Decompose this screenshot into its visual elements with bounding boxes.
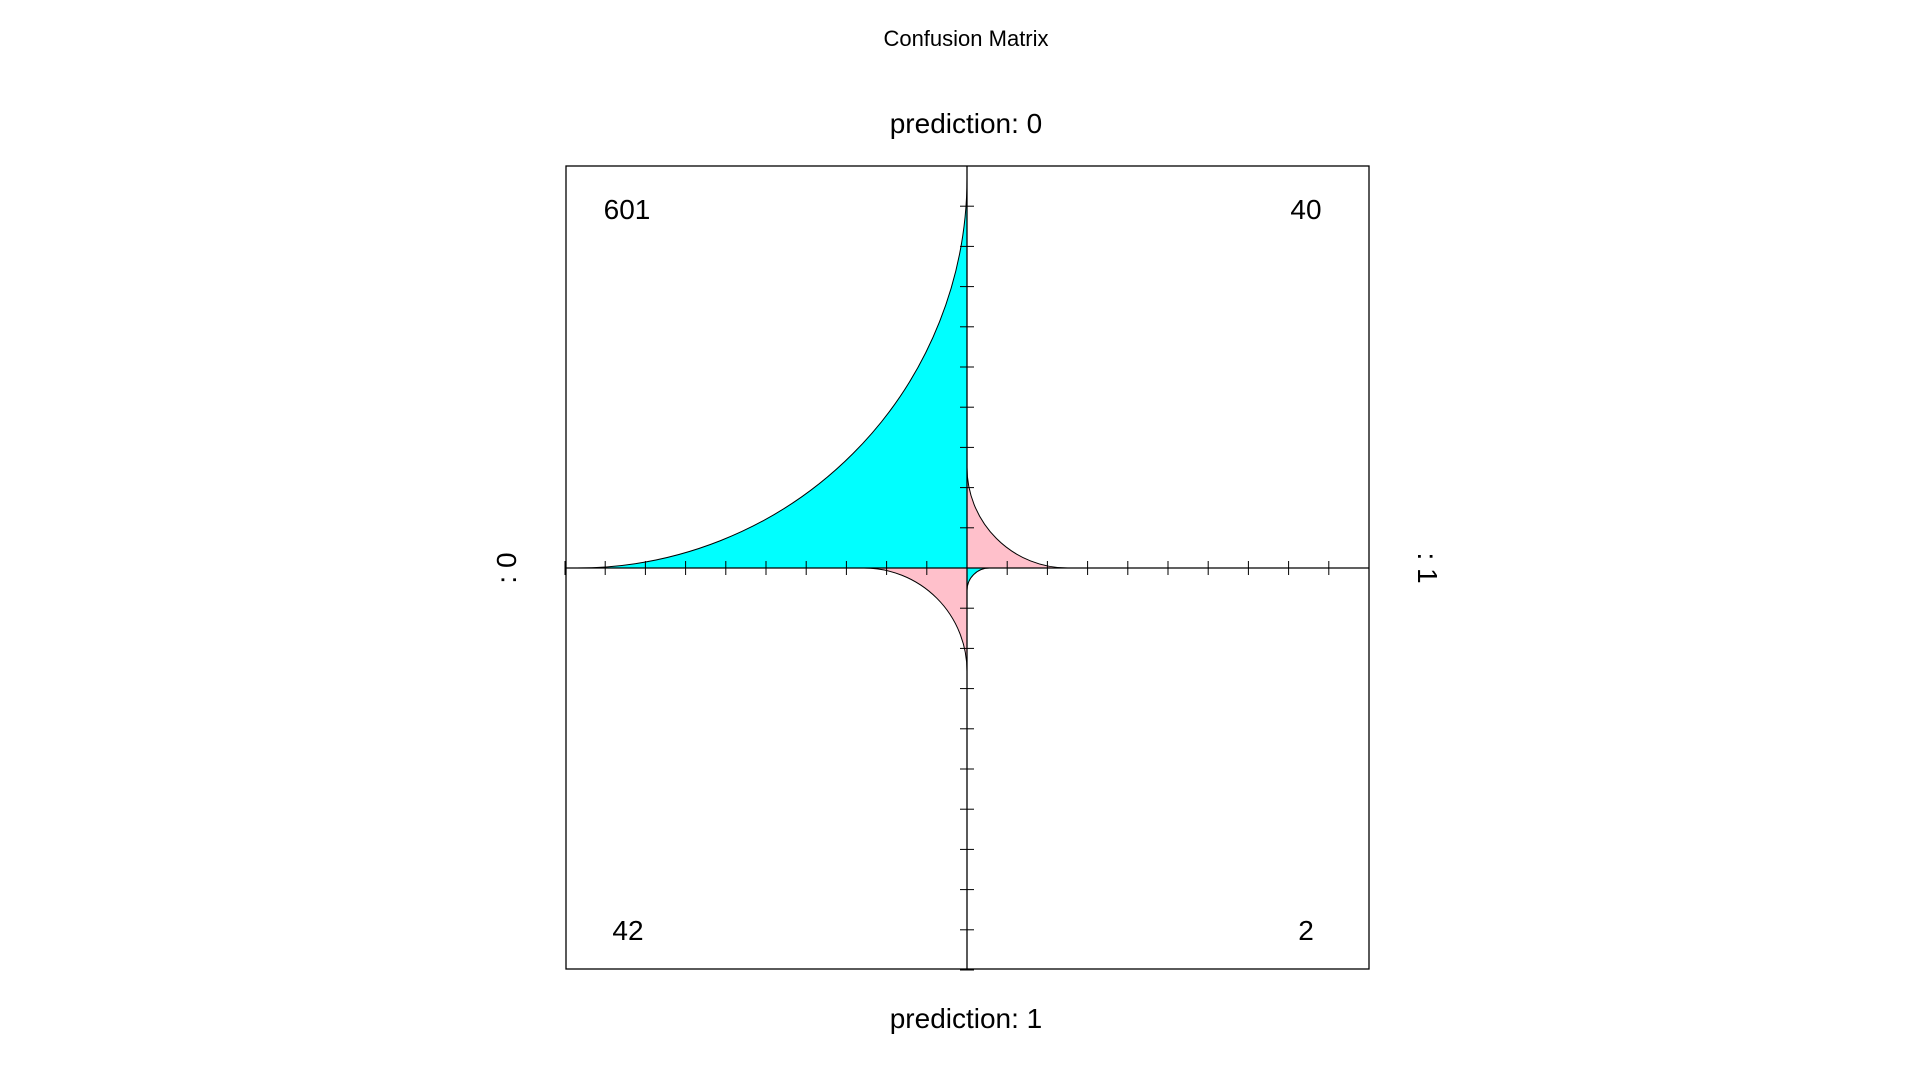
chart-title: Confusion Matrix <box>883 26 1048 51</box>
top-label: prediction: 0 <box>890 108 1043 139</box>
cell-count-bottom-right: 2 <box>1298 915 1314 946</box>
quadrant-bottom-left <box>863 567 968 672</box>
tick-group <box>564 165 1370 971</box>
bottom-label: prediction: 1 <box>890 1003 1043 1034</box>
left-label: : 0 <box>491 552 522 583</box>
cell-count-top-left: 601 <box>604 194 651 225</box>
cell-count-bottom-left: 42 <box>612 915 643 946</box>
quadrant-bottom-right <box>966 567 990 591</box>
quadrant-group <box>576 177 1068 672</box>
right-label: : 1 <box>1412 552 1443 583</box>
quadrant-top-left <box>576 177 968 569</box>
quadrant-top-right <box>966 467 1068 569</box>
cell-count-top-right: 40 <box>1290 194 1321 225</box>
